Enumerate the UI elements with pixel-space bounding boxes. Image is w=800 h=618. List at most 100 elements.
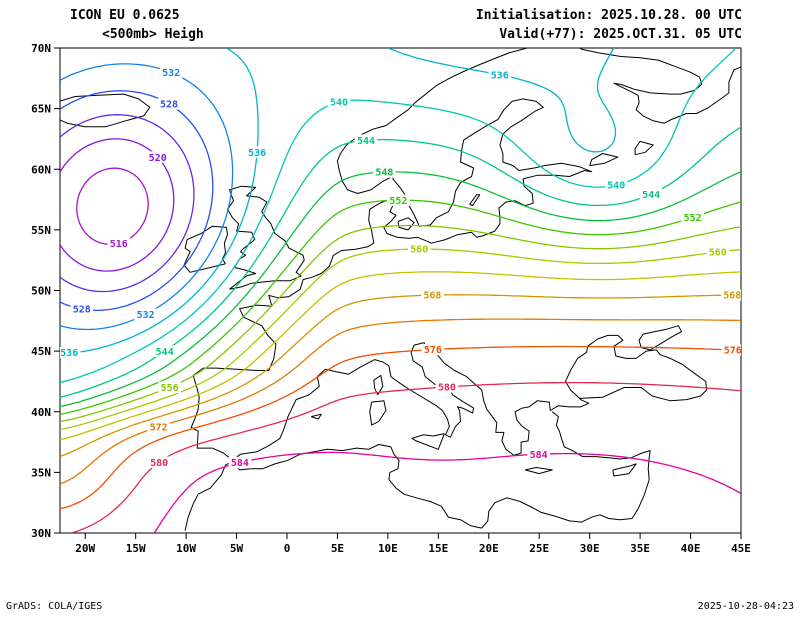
contour-label-background	[245, 146, 269, 158]
contour-label: 528	[73, 305, 91, 316]
lat-tick-label: 55N	[31, 224, 51, 237]
contour-label-background	[706, 246, 730, 258]
coastline	[411, 433, 445, 450]
contour-label-background	[134, 308, 157, 320]
contour-label: 580	[150, 458, 168, 469]
contour-label-background	[107, 237, 131, 249]
lon-tick-label: 25E	[529, 542, 549, 555]
contour-label-background	[153, 345, 176, 357]
contour-line-568	[60, 294, 741, 458]
coastline	[373, 374, 384, 396]
lat-tick-label: 70N	[31, 42, 51, 55]
coastline	[183, 225, 228, 273]
contour-label-background	[488, 69, 512, 81]
lat-tick-label: 60N	[31, 163, 51, 176]
valid-time: Valid(+77): 2025.OCT.31. 05 UTC	[499, 27, 742, 42]
contour-line-516	[76, 167, 149, 245]
lon-tick-label: 40E	[681, 542, 701, 555]
contour-label: 576	[424, 345, 442, 356]
contour-line-576	[60, 345, 741, 510]
contour-line-548	[60, 171, 741, 408]
map-layers: 30N 35N 40N 45N 50N 55N 60N 65N 70N 20W 15W 10W 5W 0 5…	[31, 42, 751, 555]
contour-label: 536	[60, 348, 78, 359]
field-title: <500mb> Heigh	[102, 27, 204, 42]
contour-label: 552	[684, 213, 702, 224]
contour-line-584	[153, 451, 741, 533]
contour-label: 544	[357, 136, 375, 147]
contour-label-background	[681, 211, 704, 223]
coastline	[589, 153, 619, 167]
contour-line-540	[60, 48, 737, 384]
contour-label: 544	[642, 190, 660, 201]
coastline	[369, 400, 387, 426]
contour-label-background	[421, 343, 445, 356]
contour-label-background	[527, 448, 550, 460]
lat-tick-label: 30N	[31, 527, 51, 540]
lat-tick-label: 35N	[31, 466, 51, 479]
contour-label: 548	[375, 168, 393, 179]
lon-tick-label: 10W	[176, 542, 196, 555]
contour-label: 576	[724, 346, 742, 357]
coastline	[397, 217, 415, 231]
contour-label: 544	[156, 347, 174, 358]
contour-label-background	[435, 381, 459, 393]
contour-label-background	[158, 381, 181, 393]
contour-line-580	[71, 381, 741, 533]
lat-tick-label: 50N	[31, 285, 51, 298]
contour-label: 532	[162, 68, 180, 79]
contour-label-background	[147, 421, 170, 433]
lon-tick-label: 5E	[331, 542, 344, 555]
coastline	[60, 93, 151, 128]
coastline	[227, 185, 305, 290]
contour-label: 540	[607, 181, 625, 192]
coastline	[232, 342, 590, 461]
lon-tick-label: 45E	[731, 542, 751, 555]
contour-label-background	[147, 456, 171, 468]
contour-label: 572	[150, 422, 168, 433]
coastline	[524, 467, 553, 475]
coastline	[612, 463, 637, 477]
generation-timestamp: 2025-10-28-04:23	[698, 601, 794, 612]
contour-line-524	[60, 114, 195, 293]
contour-label: 532	[137, 310, 155, 321]
contour-label: 580	[438, 383, 456, 394]
coastline	[311, 413, 322, 420]
lon-tick-label: 10E	[378, 542, 398, 555]
coastline	[638, 325, 682, 351]
contour-label: 568	[423, 291, 441, 302]
coastline	[565, 334, 708, 402]
contour-label-background	[604, 179, 628, 191]
lon-tick-label: 5W	[230, 542, 244, 555]
contour-line-528	[60, 90, 214, 312]
contour-line-560	[60, 248, 741, 431]
coastline	[634, 140, 654, 156]
contour-label: 520	[149, 153, 167, 164]
contour-label: 584	[530, 450, 548, 461]
contour-line-552	[60, 199, 741, 415]
contour-label-background	[354, 134, 378, 146]
contour-label-background	[639, 188, 663, 200]
contour-label: 584	[231, 458, 249, 469]
contour-line-536	[387, 48, 617, 153]
lon-tick-label: 35E	[630, 542, 650, 555]
contour-line-520	[60, 138, 175, 272]
coastline	[469, 194, 481, 207]
coastline	[578, 48, 741, 124]
lon-tick-label: 15W	[126, 542, 146, 555]
contour-label-background	[146, 151, 169, 163]
contour-label: 568	[723, 291, 741, 302]
contour-label: 552	[389, 196, 407, 207]
contour-label: 528	[160, 100, 178, 111]
lat-tick-label: 45N	[31, 345, 51, 358]
lon-tick-label: 0	[284, 542, 291, 555]
contour-label: 516	[110, 239, 128, 250]
contour-label-background	[721, 289, 741, 301]
lon-tick-label: 30E	[580, 542, 600, 555]
contour-label: 536	[248, 148, 266, 159]
grads-credit: GrADS: COLA/IGES	[6, 601, 102, 612]
contour-line-564	[60, 271, 741, 441]
contour-label-background	[373, 166, 396, 178]
contour-label-background	[228, 456, 252, 469]
contour-line-536	[60, 48, 259, 354]
